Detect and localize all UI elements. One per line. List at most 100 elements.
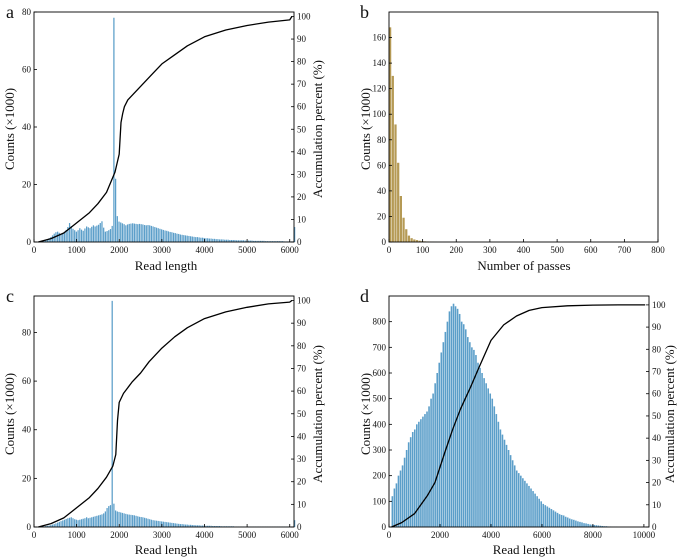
- bar: [552, 510, 555, 527]
- bar: [62, 520, 64, 527]
- y-tick-label: 200: [373, 471, 387, 481]
- panel-b: b Number of passes Counts (×1000) 0 100 20…: [358, 2, 665, 273]
- bar: [60, 521, 62, 527]
- bar: [575, 520, 577, 527]
- bar: [137, 224, 139, 242]
- bar: [237, 240, 239, 242]
- bar: [410, 238, 413, 242]
- bar: [579, 521, 581, 527]
- bar: [68, 517, 71, 527]
- bar: [114, 510, 117, 527]
- bar: [467, 337, 469, 527]
- bar: [101, 514, 103, 527]
- bar: [520, 475, 522, 527]
- bar: [217, 526, 219, 527]
- bar: [103, 513, 105, 527]
- x-tick-label: 0: [32, 245, 37, 255]
- ylabel-d: Counts (×1000): [358, 373, 373, 455]
- y-tick-label: 300: [373, 445, 387, 455]
- bar: [60, 234, 62, 242]
- bar: [97, 515, 100, 527]
- bar: [147, 518, 149, 527]
- bar: [438, 362, 441, 527]
- y-tick-label: 80: [22, 327, 32, 337]
- bar: [121, 512, 124, 527]
- bar: [487, 388, 489, 527]
- bar: [479, 367, 481, 527]
- bar: [513, 465, 516, 527]
- bar: [389, 27, 392, 242]
- plot-frame: [33, 295, 295, 528]
- bar: [179, 524, 182, 527]
- bar: [126, 224, 129, 242]
- bar: [495, 414, 498, 527]
- bar: [393, 488, 396, 527]
- y-tick-label: 400: [373, 419, 387, 429]
- bar: [573, 519, 575, 527]
- bar: [111, 225, 113, 242]
- bar: [566, 517, 569, 527]
- panel-c: c Read length Counts (×1000) Accumulatio…: [2, 286, 325, 557]
- bar: [89, 228, 91, 242]
- bar: [224, 239, 226, 242]
- bar: [244, 240, 246, 242]
- bar: [113, 17, 115, 242]
- bar: [426, 411, 428, 527]
- bar: [142, 224, 144, 242]
- x-tick-label: 1000: [68, 245, 87, 255]
- y-tick-label: 0: [382, 522, 387, 532]
- bar: [79, 228, 81, 242]
- bar: [517, 473, 520, 527]
- bar: [72, 518, 74, 527]
- bar: [436, 373, 438, 527]
- bar: [53, 524, 55, 527]
- bar: [263, 240, 265, 242]
- bar: [118, 221, 120, 242]
- bar: [126, 514, 129, 527]
- bar: [416, 424, 418, 527]
- bar: [140, 517, 142, 527]
- bar: [188, 524, 190, 527]
- bar: [51, 235, 54, 242]
- bar: [599, 525, 602, 527]
- y-tick-label: 40: [22, 425, 32, 435]
- bar: [114, 178, 117, 242]
- bar: [67, 518, 69, 527]
- bar: [253, 240, 255, 242]
- bar: [108, 230, 110, 242]
- bar: [111, 300, 113, 527]
- bar: [149, 519, 151, 527]
- bar: [232, 239, 234, 242]
- y2-tick-label: 80: [297, 341, 307, 351]
- x-tick-label: 0: [387, 245, 392, 255]
- bar: [51, 524, 54, 527]
- y2-tick-label: 40: [297, 431, 307, 441]
- plot-frame: [388, 11, 659, 243]
- x-tick-label: 3000: [153, 530, 172, 540]
- y-tick-label: 60: [22, 376, 32, 386]
- bar: [413, 429, 416, 527]
- bar: [511, 460, 514, 527]
- cumulative-line: [38, 16, 293, 243]
- bar: [407, 235, 411, 242]
- bar: [210, 238, 212, 242]
- x-tick-label: 4000: [195, 530, 214, 540]
- bar: [196, 237, 199, 242]
- bar: [481, 373, 483, 527]
- bar: [106, 231, 108, 242]
- bar: [485, 383, 487, 527]
- panel-label-c: c: [6, 286, 14, 306]
- bar: [424, 414, 426, 527]
- y2-tick-label: 40: [297, 147, 307, 157]
- y-tick-label: 40: [377, 186, 387, 196]
- bar: [142, 517, 144, 527]
- y-tick-label: 20: [22, 473, 32, 483]
- bar: [259, 240, 262, 242]
- y2-tick-label: 30: [652, 455, 662, 465]
- bar: [154, 520, 156, 527]
- bar: [174, 523, 176, 527]
- bar: [483, 378, 485, 527]
- bar: [391, 496, 394, 527]
- bar: [159, 228, 161, 242]
- y2-tick-label: 100: [297, 296, 311, 306]
